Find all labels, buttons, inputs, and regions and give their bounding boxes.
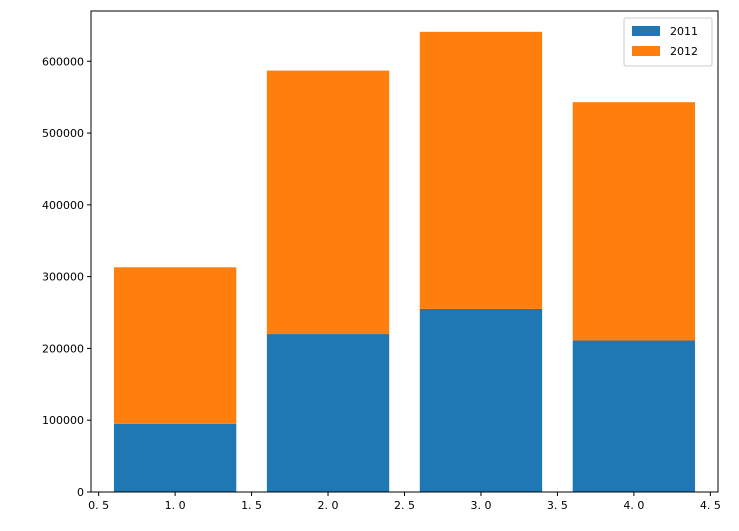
bar-2012-2 [266, 70, 390, 335]
x-tick-label: 2. 5 [394, 499, 415, 512]
bar-2012-1 [113, 267, 237, 424]
x-tick-label: 4. 0 [623, 499, 644, 512]
plot-frame [90, 10, 719, 493]
y-tick-label: 0 [77, 486, 84, 499]
x-tick-label: 4. 5 [700, 499, 721, 512]
x-tick-label: 0. 5 [88, 499, 109, 512]
y-tick-label: 100000 [42, 414, 84, 427]
legend-swatch-2012 [632, 46, 660, 56]
legend-label-2012: 2012 [670, 45, 698, 58]
y-tick-label: 200000 [42, 342, 84, 355]
x-tick-label: 1. 5 [241, 499, 262, 512]
x-axis: 0. 5 1. 0 1. 5 2. 0 2. 5 3. 0 3. 5 4. 0 4. 5 [88, 492, 721, 512]
x-tick-label: 3. 0 [470, 499, 491, 512]
bar-2012-4 [572, 102, 696, 341]
y-tick-label: 400000 [42, 199, 84, 212]
y-tick-label: 300000 [42, 271, 84, 284]
legend-label-2011: 2011 [670, 25, 698, 38]
bar-2011-2 [266, 334, 390, 492]
legend-swatch-2011 [632, 26, 660, 36]
x-tick-label: 3. 5 [547, 499, 568, 512]
x-tick-label: 1. 0 [165, 499, 186, 512]
y-tick-label: 500000 [42, 127, 84, 140]
bar-2011-3 [419, 308, 543, 492]
y-axis: 0 100000 200000 300000 400000 500000 600000 [42, 55, 91, 499]
x-tick-label: 2. 0 [318, 499, 339, 512]
legend-box [623, 17, 713, 67]
bars-layer [113, 31, 696, 492]
bar-2011-1 [113, 423, 237, 492]
y-tick-label: 600000 [42, 55, 84, 68]
bar-2012-3 [419, 31, 543, 309]
legend: 2011 2012 [623, 17, 713, 67]
bar-2011-4 [572, 340, 696, 492]
